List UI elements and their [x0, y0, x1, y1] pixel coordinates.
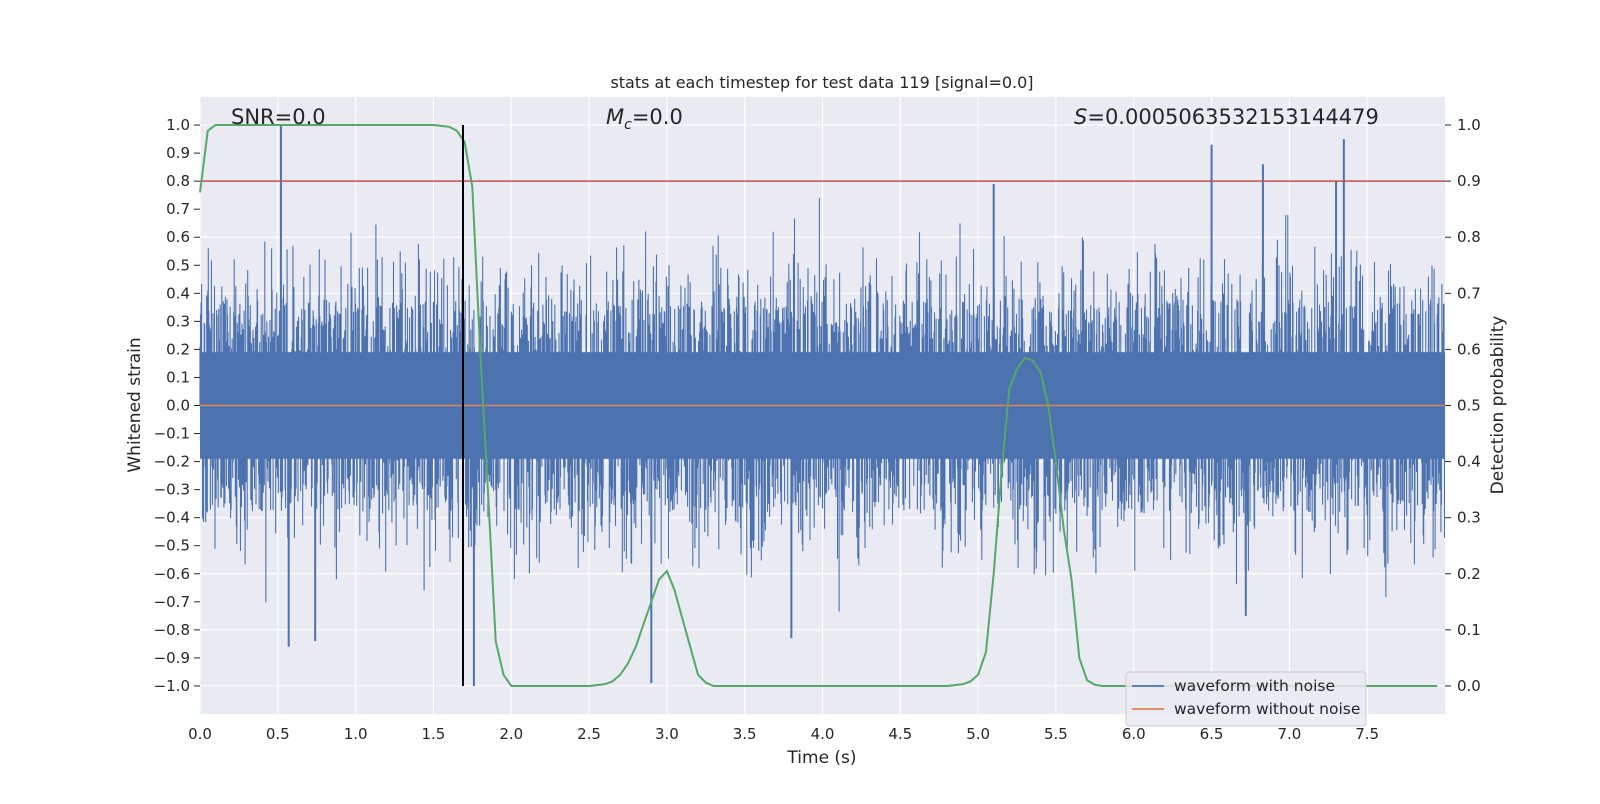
s-annotation: S=0.0005063532153144479	[1074, 105, 1379, 129]
chart-title: stats at each timestep for test data 119…	[610, 73, 1033, 92]
right-y-tick-label: 0.4	[1457, 453, 1481, 471]
right-y-axis-ticks: 1.0 0.9 0.8 0.7 0.6 0.5 0.4 0.3 0.2 0.1 0.0	[1445, 116, 1481, 695]
left-y-tick-label: 1.0	[166, 116, 190, 134]
right-y-tick-label: 0.0	[1457, 677, 1481, 695]
x-tick-label: 6.5	[1200, 725, 1224, 743]
x-tick-label: 0.5	[266, 725, 290, 743]
x-tick-label: 7.0	[1277, 725, 1301, 743]
left-y-tick-label: −0.2	[154, 453, 190, 471]
left-y-tick-label: 0.5	[166, 256, 190, 274]
x-tick-label: 4.0	[811, 725, 835, 743]
x-tick-label: 2.5	[577, 725, 601, 743]
left-y-tick-label: −0.5	[154, 537, 190, 555]
x-tick-label: 3.5	[733, 725, 757, 743]
snr-annotation: SNR=0.0	[231, 105, 326, 129]
x-tick-label: 3.0	[655, 725, 679, 743]
left-y-tick-label: −0.9	[154, 649, 190, 667]
left-y-axis-label: Whitened strain	[125, 337, 145, 472]
x-axis-ticks: 0.0 0.5 1.0 1.5 2.0 2.5 3.0 3.5 4.0 4.5 5.0 5.5 6.0 6…	[188, 725, 1379, 743]
x-tick-label: 7.5	[1355, 725, 1379, 743]
left-y-tick-label: −0.8	[154, 621, 190, 639]
left-y-tick-label: −0.3	[154, 481, 190, 499]
chirp-mass-subscript: c	[624, 117, 632, 133]
noise-waveform-path	[199, 198, 1446, 612]
x-tick-label: 1.5	[422, 725, 446, 743]
left-y-tick-label: −0.4	[154, 509, 190, 527]
right-y-tick-label: 0.8	[1457, 228, 1481, 246]
legend: waveform with noise waveform without noi…	[1125, 671, 1367, 727]
left-y-tick-label: 0.2	[166, 340, 190, 358]
left-y-tick-label: −0.1	[154, 425, 190, 443]
left-y-tick-label: 0.1	[166, 368, 190, 386]
left-y-tick-label: 0.6	[166, 228, 190, 246]
left-y-tick-label: 0.7	[166, 200, 190, 218]
legend-label-noise: waveform with noise	[1174, 677, 1335, 695]
right-y-tick-label: 0.7	[1457, 284, 1481, 302]
left-y-tick-label: 0.3	[166, 312, 190, 330]
right-y-tick-label: 0.9	[1457, 172, 1481, 190]
right-y-tick-label: 0.5	[1457, 397, 1481, 415]
x-tick-label: 2.0	[499, 725, 523, 743]
s-symbol: S	[1074, 105, 1087, 129]
legend-label-clean: waveform without noise	[1174, 700, 1360, 718]
detection-probability-line	[199, 124, 1438, 687]
x-axis-label: Time (s)	[786, 748, 856, 768]
x-tick-label: 4.5	[888, 725, 912, 743]
right-y-tick-label: 0.2	[1457, 565, 1481, 583]
right-y-tick-label: 0.3	[1457, 509, 1481, 527]
right-y-tick-label: 0.1	[1457, 621, 1481, 639]
left-y-tick-label: −0.7	[154, 593, 190, 611]
right-y-tick-label: 0.6	[1457, 340, 1481, 358]
x-tick-label: 6.0	[1122, 725, 1146, 743]
x-tick-label: 0.0	[188, 725, 212, 743]
left-y-tick-label: 0.9	[166, 144, 190, 162]
x-tick-label: 1.0	[344, 725, 368, 743]
legend-box	[1125, 671, 1367, 727]
chirp-mass-symbol: M	[606, 105, 624, 129]
left-y-tick-label: −0.6	[154, 565, 190, 583]
x-tick-label: 5.0	[966, 725, 990, 743]
chirp-mass-value: =0.0	[632, 105, 683, 129]
chirp-mass-annotation: Mc=0.0	[606, 105, 683, 133]
left-y-tick-label: 0.0	[166, 397, 190, 415]
x-tick-label: 5.5	[1044, 725, 1068, 743]
left-y-axis-ticks: 1.0 0.9 0.8 0.7 0.6 0.5 0.4 0.3 0.2 0.1 0.0 −0.1 −0.…	[154, 116, 200, 695]
s-value: =0.0005063532153144479	[1087, 105, 1379, 129]
left-y-tick-label: −1.0	[154, 677, 190, 695]
left-y-tick-label: 0.4	[166, 284, 190, 302]
right-y-axis-label: Detection probability	[1488, 316, 1508, 495]
right-y-tick-label: 1.0	[1457, 116, 1481, 134]
left-y-tick-label: 0.8	[166, 172, 190, 190]
